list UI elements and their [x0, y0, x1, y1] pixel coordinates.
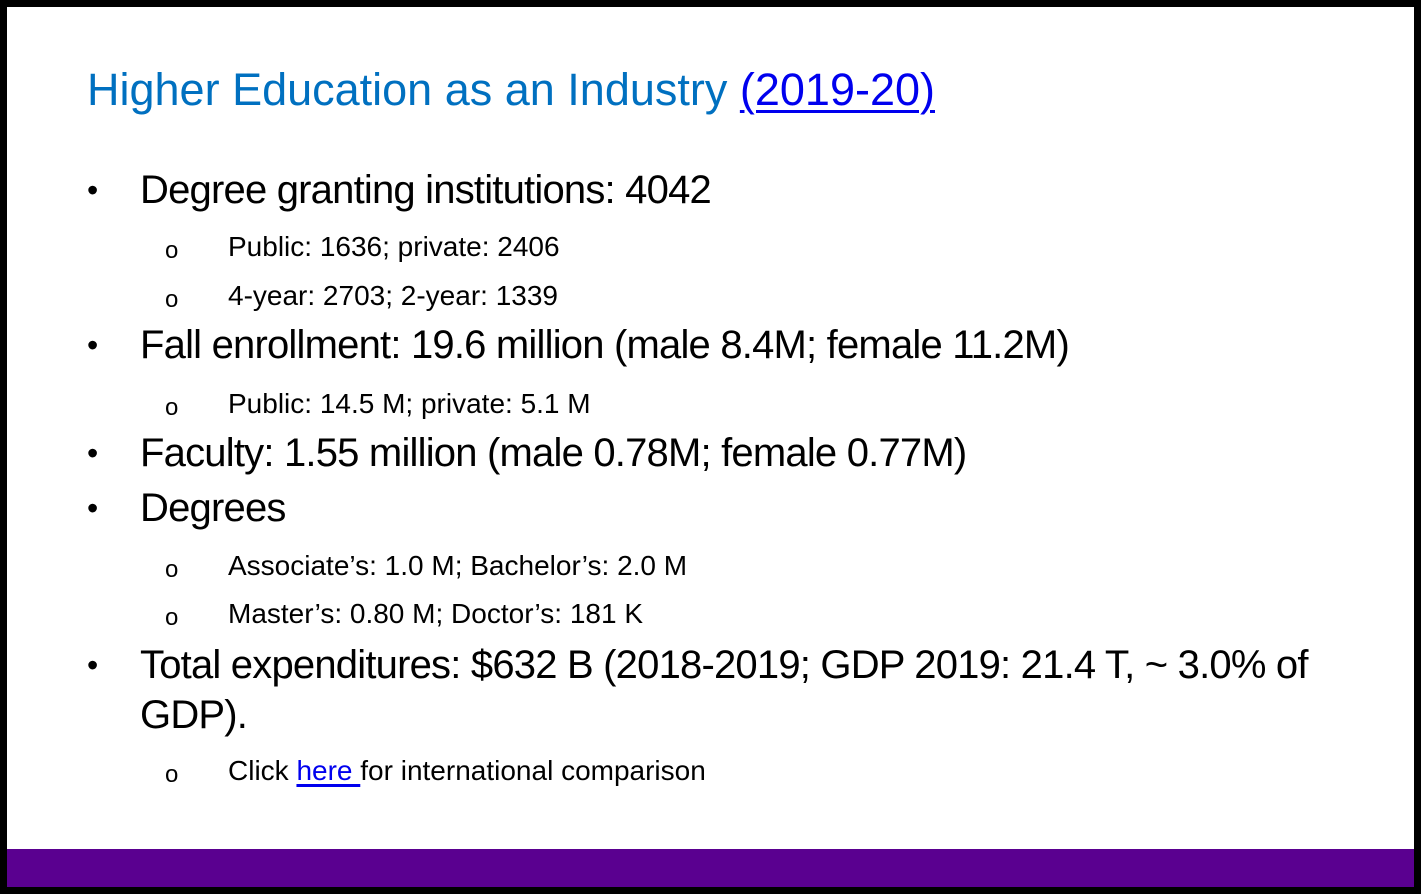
sub-bullet: o: [165, 286, 179, 313]
sub-item-text: Click here for international comparison: [228, 753, 1337, 789]
item-text: Degrees: [140, 486, 286, 530]
sub-list-item: o Public: 1636; private: 2406: [87, 229, 1337, 265]
sub-bullet: o: [165, 394, 179, 421]
title-year-link[interactable]: (2019-20): [739, 64, 935, 115]
sub-list-item: o Master’s: 0.80 M; Doctor’s: 181 K: [87, 596, 1337, 632]
slide-title: Higher Education as an Industry (2019-20…: [87, 65, 935, 115]
bullet: •: [87, 327, 98, 363]
international-comparison-link[interactable]: here: [296, 755, 361, 786]
item-text: Fall enrollment: 19.6 million (male 8.4M…: [140, 323, 1070, 367]
sub-item-text: 4-year: 2703; 2-year: 1339: [228, 280, 558, 311]
sub-list-item: o Associate’s: 1.0 M; Bachelor’s: 2.0 M: [87, 548, 1337, 584]
sub-bullet: o: [165, 604, 179, 631]
item-text: Degree granting institutions: 4042: [140, 168, 712, 212]
sub-item-text: Associate’s: 1.0 M; Bachelor’s: 2.0 M: [228, 550, 688, 581]
list-item: • Faculty: 1.55 million (male 0.78M; fem…: [87, 428, 1337, 478]
bullet: •: [87, 490, 98, 526]
bullet: •: [87, 172, 98, 208]
sub-bullet: o: [165, 556, 179, 583]
footer-bar: [7, 849, 1414, 887]
sub-bullet: o: [165, 237, 179, 264]
list-item: • Total expenditures: $632 B (2018-2019;…: [87, 640, 1337, 740]
sub-list-item: o 4-year: 2703; 2-year: 1339: [87, 278, 1337, 314]
list-item: • Fall enrollment: 19.6 million (male 8.…: [87, 320, 1337, 370]
sub-item-text: Public: 1636; private: 2406: [228, 231, 560, 262]
title-text: Higher Education as an Industry: [87, 64, 740, 115]
sub-item-text: Public: 14.5 M; private: 5.1 M: [228, 388, 591, 419]
bullet: •: [87, 647, 98, 683]
sub-list-item: o Click here for international compariso…: [87, 753, 1337, 789]
list-item: • Degrees: [87, 483, 1337, 533]
list-item: • Degree granting institutions: 4042: [87, 165, 1337, 215]
item-text: Total expenditures: $632 B (2018-2019; G…: [140, 643, 1308, 737]
click-prefix: Click: [228, 755, 297, 786]
item-text: Faculty: 1.55 million (male 0.78M; femal…: [140, 431, 967, 475]
sub-list-item: o Public: 14.5 M; private: 5.1 M: [87, 386, 1337, 422]
sub-item-text: Master’s: 0.80 M; Doctor’s: 181 K: [228, 598, 643, 629]
sub-bullet: o: [165, 761, 179, 788]
click-suffix: for international comparison: [360, 755, 706, 786]
bullet: •: [87, 435, 98, 471]
